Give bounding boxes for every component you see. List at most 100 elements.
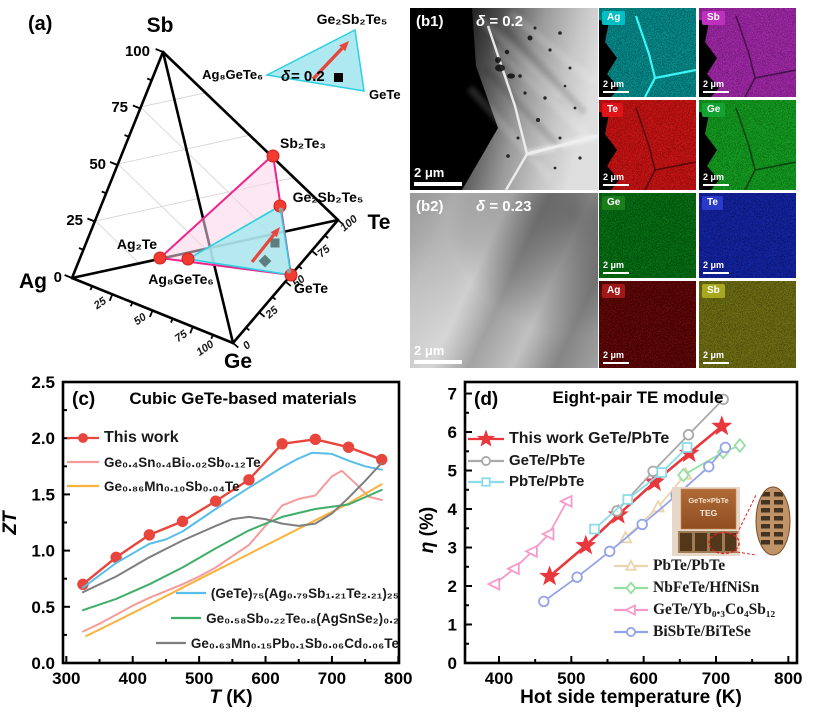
vertex-sb: Sb <box>147 14 174 37</box>
x-tick-labels: 400 500 600 700 800 <box>485 669 803 688</box>
composition-arrow <box>250 227 280 264</box>
svg-text:300: 300 <box>52 669 80 688</box>
svg-text:500: 500 <box>185 669 213 688</box>
legend-label: This work <box>104 429 179 446</box>
tick-label: 100 <box>338 213 360 235</box>
legend-swatch-pbte-pbte <box>614 559 648 571</box>
legend-label: (GeTe)₇₅(Ag₀.₇₉Sb₁.₂₁Te₂.₂₁)₂₅ <box>210 585 399 601</box>
legend-item-gete-yb-co-sb: GeTe/Yb₀.₃Co₄Sb₁₂ <box>613 601 775 619</box>
tick-label: 75 <box>173 328 191 345</box>
panel-label: (d) <box>474 389 498 410</box>
series-ge-sb-te-agsnse <box>81 488 383 612</box>
legend-label: NbFeTe/HfNiSn <box>653 579 760 596</box>
vertex-dot <box>286 268 292 274</box>
legend-item-bisbte-bitese: BiSbTe/BiTeSe <box>613 623 775 641</box>
element-tag: Ge <box>602 196 626 210</box>
y-tick-labels: 0.0 0.5 1.0 1.5 2.0 2.5 <box>31 373 55 673</box>
compound-labels: Sb₂Te₃ Ge₂Sb₂Te₅ Ag₂Te Ag₈GeTe₆ GeTe <box>117 135 363 296</box>
series-this-work <box>77 433 388 591</box>
vertex-ge: Ge <box>224 350 252 372</box>
inset-label-right: GeTe <box>369 87 401 102</box>
teg-legs-strip <box>678 531 737 553</box>
b2-scale-bar: 2 μm <box>414 344 462 364</box>
axis-ticks <box>64 48 344 349</box>
tick-label: 0 <box>54 269 62 286</box>
svg-text:0.0: 0.0 <box>31 654 55 673</box>
element-tag: Ag <box>602 11 626 25</box>
zoom-line-top <box>736 494 757 535</box>
scale-bar: 2 μm <box>703 172 729 186</box>
zoom-circle <box>708 531 740 555</box>
legend-label: BiSbTe/BiTeSe <box>653 623 751 640</box>
scale-bar: 2 μm <box>603 172 629 186</box>
b1-stem-art <box>410 8 598 190</box>
panel-label: (c) <box>72 389 95 410</box>
vertex-labels: Sb Ag Te Ge <box>19 14 390 372</box>
b1-eds-map-te: Te 2 μm <box>599 100 696 190</box>
legend-label: Ge₀.₄Sn₀.₄Bi₀.₀₂Sb₀.₁₂Te <box>104 454 261 470</box>
svg-text:600: 600 <box>629 669 657 688</box>
panel-a-label: (a) <box>28 13 52 35</box>
y-axis-label: η (%) <box>417 507 438 553</box>
series-pbte-pbte <box>589 442 693 535</box>
b1-eds-map-ag: Ag 2 μm <box>599 8 696 97</box>
scale-bar: 2 μm <box>703 79 729 93</box>
square-marker <box>270 238 280 248</box>
label-ge2sb2te5: Ge₂Sb₂Te₅ <box>293 189 364 205</box>
legend-item-nbfete-hfnisn: NbFeTe/HfNiSn <box>613 579 775 597</box>
b2-stem-image: (b2) δ = 0.23 2 μm <box>410 193 598 368</box>
series-ge-mn-sb-te <box>85 483 383 637</box>
legend-swatch-ge-mn-sb-te <box>67 484 99 488</box>
b1-delta: δ = 0.2 <box>476 13 524 30</box>
legend-d-bottom: PbTe/PbTe NbFeTe/HfNiSn GeTe/Yb₀.₃Co₄Sb₁₂ B… <box>613 557 775 641</box>
tick-label: 100 <box>125 43 150 60</box>
panel-a-phase-diagram: 100 75 50 25 0 25 50 75 100 0 25 50 75 1… <box>19 11 401 372</box>
b2-label: (b2) <box>416 198 444 215</box>
svg-text:1.0: 1.0 <box>31 542 55 561</box>
tick-label: 25 <box>91 295 109 313</box>
legend-item-this-work-gete-pbte: This work GeTe/PbTe <box>467 427 669 450</box>
zoom-oval <box>755 486 791 556</box>
inset-delta-value: = 0.2 <box>291 68 325 85</box>
svg-text:2.0: 2.0 <box>31 429 55 448</box>
svg-text:2: 2 <box>448 577 457 596</box>
legend-swatch-nbfete-hfnisn <box>614 581 648 595</box>
b2-delta: δ = 0.23 <box>476 198 532 215</box>
vertex-ag: Ag <box>19 270 47 293</box>
teg-module-title: GeTe×PbTe <box>688 496 728 505</box>
series-bisbte-bitese <box>538 441 732 608</box>
legend-label: GeTe/Yb₀.₃Co₄Sb₁₂ <box>653 601 776 618</box>
inset-square-marker <box>334 73 343 82</box>
scale-bar: 2 μm <box>603 260 629 274</box>
svg-text:5: 5 <box>448 462 457 481</box>
svg-text:3: 3 <box>448 539 457 558</box>
series-gete-yb-co-sb <box>486 494 573 591</box>
b1-stem-image: (b1) δ = 0.2 2 μm <box>410 8 598 190</box>
label-sb2te3: Sb₂Te₃ <box>280 135 326 151</box>
legend-swatch-this-work <box>67 433 99 443</box>
b1-eds-map-ge: Ge 2 μm <box>699 100 796 190</box>
ag-ge-axis-labels: 25 50 75 100 <box>91 295 217 359</box>
element-tag: Ag <box>602 284 626 298</box>
x-axis-label: Hot side temperature (K) <box>520 687 742 708</box>
scale-bar: 2 μm <box>703 260 729 274</box>
legend-label: Ge₀.₈₆Mn₀.₁₀Sb₀.₀₄Te <box>104 478 240 494</box>
svg-text:7: 7 <box>448 385 457 404</box>
inset-arrow <box>311 47 344 81</box>
legend-item-ge-sn-bi-sb-te: Ge₀.₄Sn₀.₄Bi₀.₀₂Sb₀.₁₂Te <box>66 450 261 474</box>
svg-text:1: 1 <box>448 616 457 635</box>
inset-arrow-head <box>339 41 349 52</box>
zoom-oval-legs <box>761 492 783 545</box>
series-ge-sn-bi-sb-te <box>81 469 383 633</box>
tick-label: 75 <box>316 243 334 261</box>
legend-label: Ge₀.₆₃Mn₀.₁₅Pb₀.₁Sb₀.₀₆Cd₀.₀₆Te <box>190 635 399 651</box>
svg-text:700: 700 <box>318 669 346 688</box>
label-gete: GeTe <box>294 280 328 296</box>
legend-item-gete-pbte: GeTe/PbTe <box>467 450 669 471</box>
vertex-te: Te <box>368 211 391 234</box>
legend-item-pbte-pbte: PbTe/PbTe <box>613 557 775 575</box>
legend-swatch-gete-yb-co-sb <box>614 603 648 617</box>
tick-label: 50 <box>89 156 106 173</box>
legend-d-top: This work GeTe/PbTe GeTe/PbTe PbTe/PbTe <box>467 427 669 492</box>
legend-swatch-pbte-pbte <box>468 476 504 487</box>
